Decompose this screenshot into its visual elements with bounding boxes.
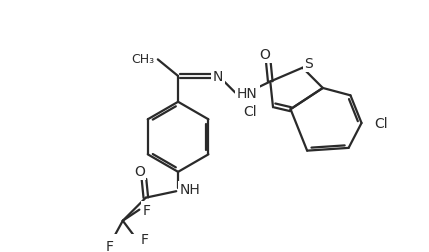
- Text: CH₃: CH₃: [131, 53, 154, 66]
- Text: Cl: Cl: [375, 116, 388, 131]
- Text: S: S: [305, 57, 313, 71]
- Text: O: O: [259, 48, 270, 61]
- Text: NH: NH: [180, 183, 201, 197]
- Text: Cl: Cl: [243, 105, 257, 118]
- Text: F: F: [143, 203, 151, 217]
- Text: F: F: [106, 239, 114, 252]
- Text: F: F: [140, 232, 148, 246]
- Text: N: N: [212, 70, 223, 84]
- Text: O: O: [134, 164, 145, 178]
- Text: HN: HN: [237, 86, 258, 100]
